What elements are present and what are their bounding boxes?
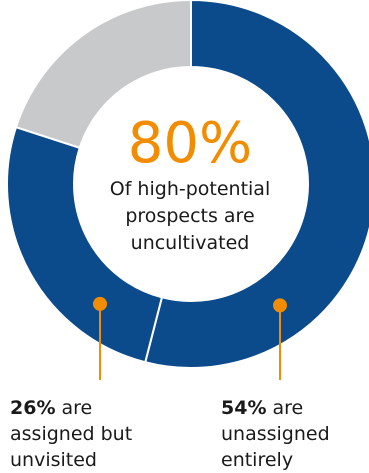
label-unassigned-percent: 54% (221, 397, 266, 419)
center-caption-line-2: prospects are (125, 205, 254, 227)
label-assigned-line-3: unvisited (10, 449, 97, 471)
donut-segment-1 (144, 0, 369, 369)
center-percentage: 80% (128, 111, 252, 176)
label-leaders (93, 296, 287, 380)
center-caption-line-1: Of high-potential (110, 178, 270, 200)
label-unassigned-line-2: unassigned (221, 423, 330, 445)
label-assigned-line-2: assigned but (10, 423, 132, 445)
label-assigned-line-1: 26% are (10, 397, 92, 419)
label-unassigned-line-3: entirely (221, 449, 293, 471)
center-caption-line-3: uncultivated (131, 232, 250, 254)
label-unassigned-line-1: 54% are (221, 397, 303, 419)
donut-segment-3 (14, 0, 192, 150)
donut-segment-2 (6, 125, 164, 364)
label-unassigned-suffix: are (266, 397, 303, 419)
label-assigned-percent: 26% (10, 397, 55, 419)
leader-dot-assigned (93, 296, 107, 311)
leader-dot-unassigned (273, 298, 287, 313)
donut-segments (6, 0, 369, 369)
label-assigned-suffix: are (55, 397, 92, 419)
